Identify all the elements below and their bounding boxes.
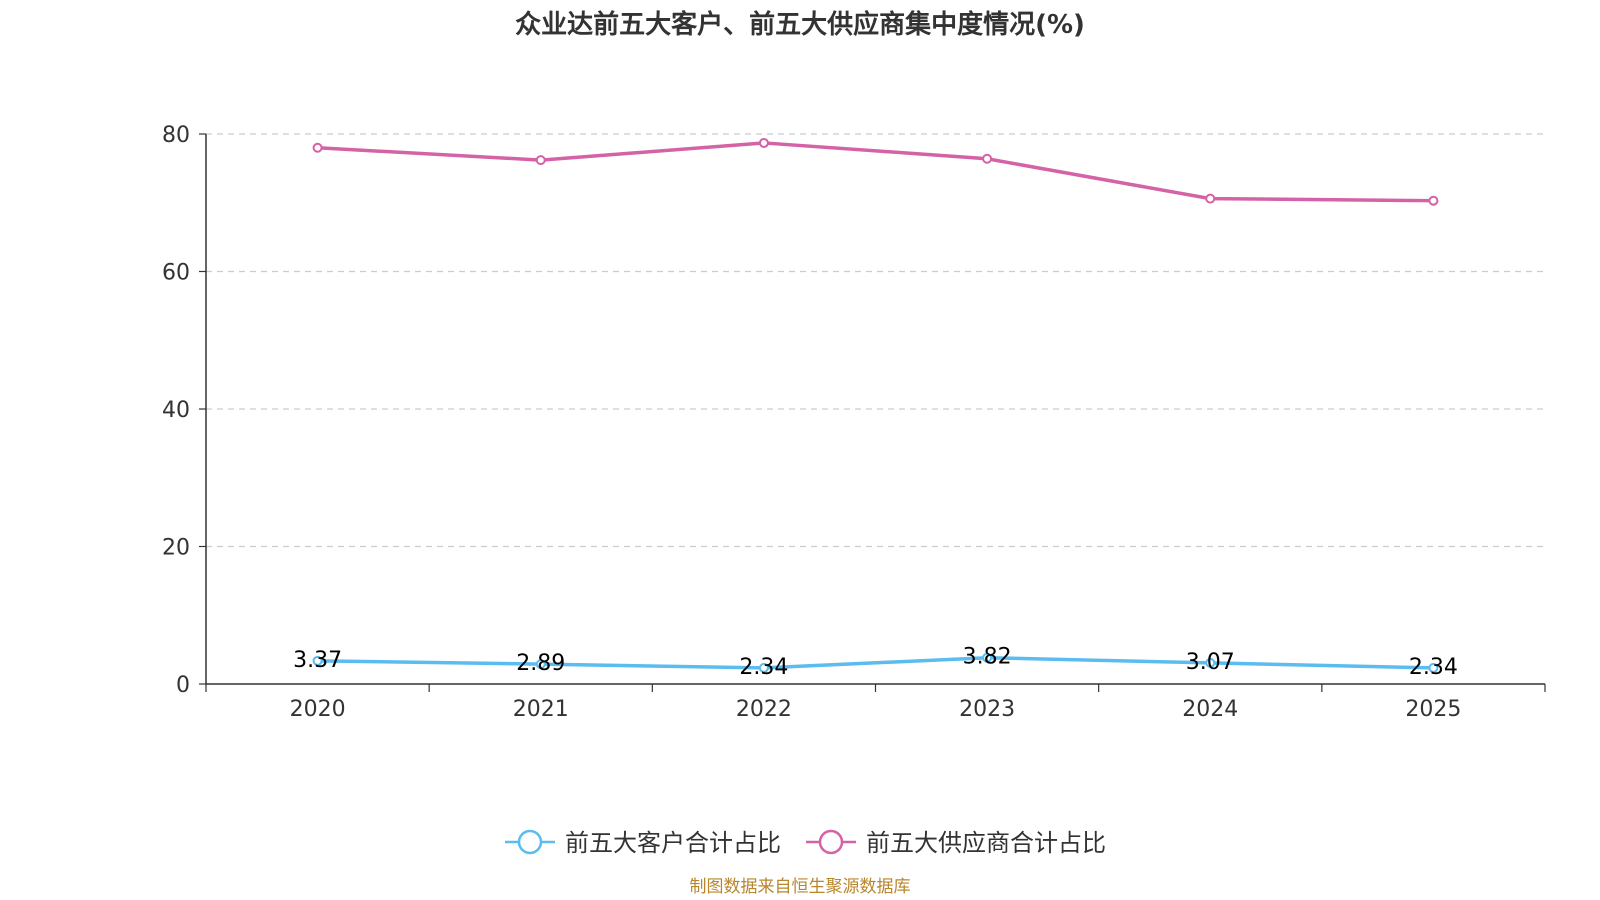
y-tick-label: 20 bbox=[162, 536, 190, 561]
data-point-1-3[interactable] bbox=[982, 153, 993, 164]
data-label-0-4: 3.07 bbox=[1186, 650, 1235, 675]
data-point-1-1[interactable] bbox=[535, 155, 546, 166]
y-tick-label: 80 bbox=[162, 123, 190, 148]
x-tick-label: 2023 bbox=[959, 697, 1015, 722]
legend-item-0[interactable]: 前五大客户合计占比 bbox=[505, 829, 781, 857]
legend-label: 前五大供应商合计占比 bbox=[866, 829, 1106, 857]
data-point-1-4[interactable] bbox=[1205, 193, 1216, 204]
axis-layer: 0 20 40 60 80 2020 2021 2022 2023 2024 2025 bbox=[162, 123, 1546, 722]
data-point-0-1[interactable] bbox=[535, 659, 546, 670]
legend[interactable]: 前五大客户合计占比 前五大供应商合计占比 bbox=[505, 829, 1106, 857]
grid-layer bbox=[206, 133, 1545, 548]
x-tick-label: 2022 bbox=[736, 697, 792, 722]
data-label-layer: 3.37 2.89 2.34 3.82 3.07 2.34 bbox=[293, 645, 1458, 680]
data-point-0-2[interactable] bbox=[758, 662, 769, 673]
x-tick-label: 2021 bbox=[513, 697, 569, 722]
data-point-0-4[interactable] bbox=[1205, 657, 1216, 668]
data-point-1-2[interactable] bbox=[758, 137, 769, 148]
data-label-0-2: 2.34 bbox=[739, 655, 788, 680]
data-label-0-5: 2.34 bbox=[1409, 655, 1458, 680]
legend-label: 前五大客户合计占比 bbox=[565, 829, 781, 857]
y-tick-label: 40 bbox=[162, 398, 190, 423]
data-point-0-0[interactable] bbox=[312, 655, 323, 666]
chart-title: 众业达前五大客户、前五大供应商集中度情况(%) bbox=[515, 9, 1085, 40]
data-point-0-5[interactable] bbox=[1428, 662, 1439, 673]
data-point-1-5[interactable] bbox=[1428, 195, 1439, 206]
data-point-1-0[interactable] bbox=[312, 142, 323, 153]
data-point-0-3[interactable] bbox=[982, 652, 993, 663]
x-tick-label: 2024 bbox=[1182, 697, 1238, 722]
source-note: 制图数据来自恒生聚源数据库 bbox=[690, 877, 911, 897]
data-label-0-3: 3.82 bbox=[963, 645, 1012, 670]
series-layer bbox=[312, 137, 1439, 673]
legend-marker-icon bbox=[818, 829, 844, 855]
series-line-0 bbox=[317, 655, 1434, 670]
x-tick-label: 2025 bbox=[1405, 697, 1461, 722]
y-tick-label: 0 bbox=[176, 673, 190, 698]
y-tick-label: 60 bbox=[162, 261, 190, 286]
legend-marker-icon bbox=[517, 829, 543, 855]
legend-item-1[interactable]: 前五大供应商合计占比 bbox=[806, 829, 1106, 857]
series-line-1 bbox=[317, 141, 1434, 203]
data-label-0-0: 3.37 bbox=[293, 648, 342, 673]
data-label-0-1: 2.89 bbox=[516, 651, 565, 676]
x-tick-label: 2020 bbox=[290, 697, 346, 722]
